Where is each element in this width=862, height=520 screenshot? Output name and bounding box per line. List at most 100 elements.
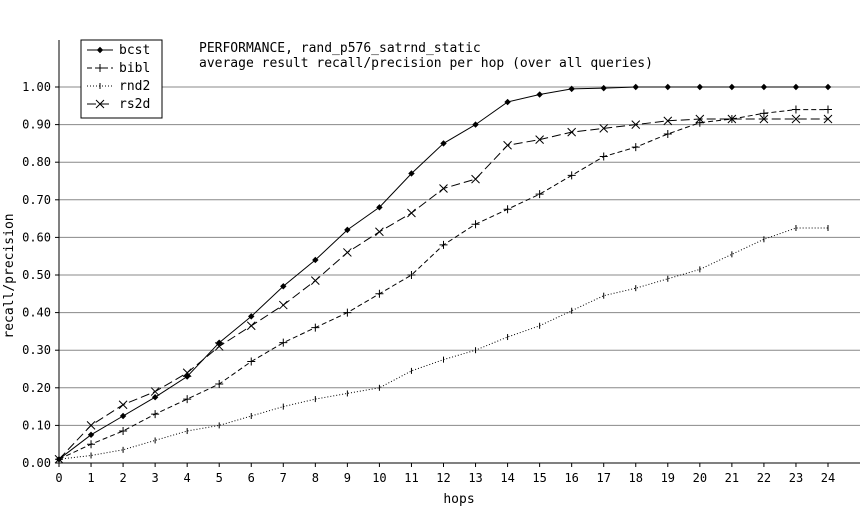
marker-diamond [344, 226, 351, 234]
marker-plus [535, 190, 544, 199]
axes [55, 40, 860, 467]
marker-diamond [216, 339, 223, 346]
chart-subtitle: average result recall/precision per hop … [199, 56, 653, 71]
marker-diamond [760, 83, 768, 91]
y-tick-label: 0.30 [22, 343, 51, 357]
x-tick-label: 4 [184, 471, 191, 485]
x-tick-label: 0 [55, 471, 62, 485]
x-tick-label: 12 [436, 471, 450, 485]
marker-x [407, 208, 416, 218]
marker-x [182, 368, 192, 378]
x-tick-label: 10 [372, 471, 386, 485]
marker-diamond [312, 256, 319, 264]
marker-diamond [472, 121, 479, 128]
marker-plus [471, 220, 480, 229]
x-tick-label: 8 [312, 471, 319, 485]
marker-plus [215, 380, 224, 389]
y-tick-label: 0.80 [22, 155, 51, 169]
x-tick-label: 21 [725, 471, 739, 485]
legend-item-rs2d: rs2d [87, 97, 150, 112]
marker-plus [407, 271, 416, 279]
marker-diamond [408, 170, 415, 177]
marker-x [278, 300, 288, 310]
marker-x [54, 454, 64, 464]
x-tick-label: 17 [596, 471, 610, 485]
marker-x [823, 114, 833, 124]
marker-x [631, 120, 641, 129]
marker-plus [663, 130, 672, 138]
marker-plus [151, 410, 160, 419]
marker-plus [375, 289, 384, 298]
marker-diamond [728, 83, 736, 91]
x-tick-label: 9 [344, 471, 351, 485]
x-tick-label: 5 [216, 471, 223, 485]
marker-diamond [96, 46, 104, 54]
y-tick-label: 0.20 [22, 381, 51, 395]
marker-plus [567, 171, 576, 180]
gridlines [59, 86, 860, 464]
marker-x [535, 135, 544, 144]
x-tick-label: 2 [119, 471, 126, 485]
x-tick-label: 15 [532, 471, 546, 485]
x-tick-label: 13 [468, 471, 482, 485]
x-tick-label: 18 [629, 471, 643, 485]
marker-diamond [600, 84, 607, 92]
legend-item-bibl: bibl [87, 61, 150, 76]
marker-plus [791, 105, 800, 114]
x-tick-label: 1 [87, 471, 94, 485]
marker-x [118, 400, 128, 410]
series-bibl [55, 105, 832, 464]
marker-diamond [151, 393, 159, 401]
x-tick-label: 16 [564, 471, 578, 485]
marker-x [439, 184, 448, 193]
marker-x [791, 114, 801, 124]
x-tick-label: 22 [757, 471, 771, 485]
y-tick-label: 0.90 [22, 118, 51, 132]
legend-item-rnd2: rnd2 [87, 79, 150, 94]
marker-plus [183, 395, 192, 404]
marker-diamond [504, 98, 511, 106]
legend-label-bibl: bibl [119, 61, 150, 76]
marker-plus [87, 440, 96, 449]
y-tick-label: 0.40 [22, 306, 51, 320]
marker-x [599, 124, 609, 133]
y-tick-label: 1.00 [22, 80, 51, 94]
legend-items: bcst bibl rnd2 rs2d [87, 43, 150, 112]
series-bcst [55, 83, 832, 463]
series-line-rs2d [58, 118, 828, 460]
marker-x [95, 99, 105, 109]
marker-x [214, 342, 224, 351]
marker-diamond [87, 431, 95, 439]
x-tick-label: 11 [404, 471, 418, 485]
legend-label-bcst: bcst [119, 43, 150, 58]
marker-x [663, 116, 673, 126]
marker-diamond [632, 83, 639, 91]
x-axis-title: hops [443, 492, 474, 507]
marker-x [567, 127, 577, 137]
marker-diamond [536, 91, 543, 98]
marker-x [86, 421, 96, 430]
marker-plus [247, 357, 256, 366]
y-axis-title: recall/precision [2, 213, 17, 338]
marker-plus [119, 427, 128, 436]
x-tick-label: 20 [693, 471, 707, 485]
marker-diamond [119, 412, 127, 420]
marker-plus [96, 64, 104, 72]
marker-diamond [696, 83, 704, 91]
marker-plus [279, 338, 288, 347]
x-tick-label: 6 [248, 471, 255, 485]
marker-plus [759, 109, 768, 118]
y-tick-label: 0.70 [22, 193, 51, 207]
x-tick-label: 24 [821, 471, 835, 485]
marker-x [150, 387, 160, 396]
marker-x [695, 114, 705, 124]
marker-plus [695, 118, 704, 127]
x-tick-label: 14 [500, 471, 514, 485]
marker-plus [824, 105, 832, 114]
legend-label-rs2d: rs2d [119, 97, 150, 112]
series-rnd2 [58, 225, 829, 463]
marker-plus [503, 205, 512, 214]
y-tick-label: 0.10 [22, 418, 51, 432]
